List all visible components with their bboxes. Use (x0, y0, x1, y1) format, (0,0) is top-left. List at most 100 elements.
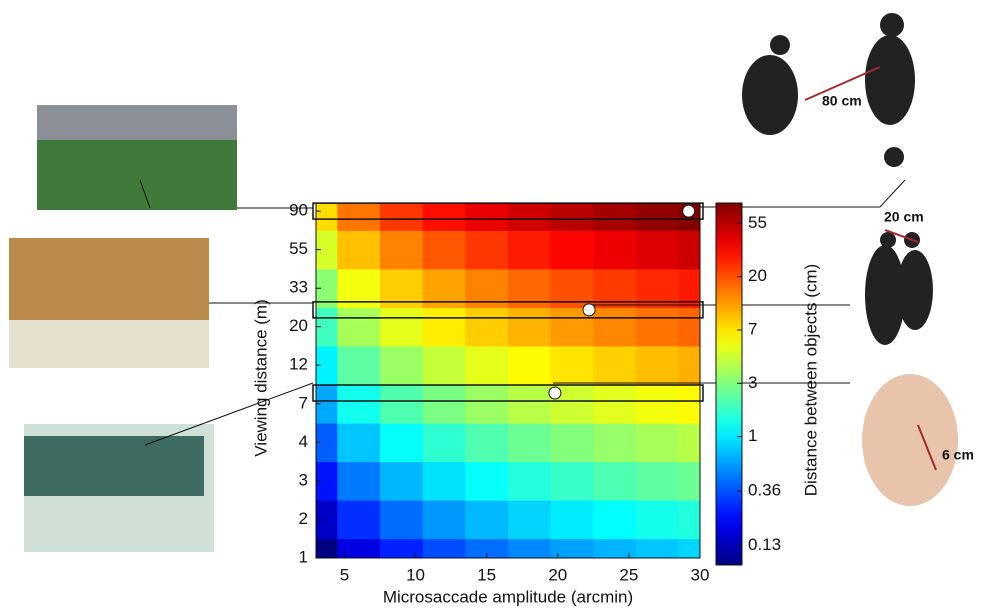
x-tick-label: 10 (406, 565, 425, 584)
heat-cell (508, 230, 551, 269)
classroom-board (24, 436, 204, 496)
heat-cell (465, 307, 508, 346)
colorbar-tick-label: 1 (748, 426, 757, 445)
y-tick-label: 20 (289, 316, 308, 335)
colorbar-tick-label: 0.13 (748, 535, 781, 554)
annotation: 80 cm (822, 93, 862, 109)
heat-cell (337, 462, 380, 501)
heat-cell (465, 230, 508, 269)
heat-cell (508, 307, 551, 346)
heat-cell (593, 423, 636, 462)
heat-cell (380, 346, 423, 385)
heat-cell (636, 423, 679, 462)
heat-cell (679, 307, 701, 346)
colorbar-tick-label: 7 (748, 319, 757, 338)
heat-cell (593, 462, 636, 501)
heat-cell (423, 539, 466, 559)
heat-cell (679, 462, 701, 501)
heatmap-layer (316, 203, 701, 559)
y-tick-label: 3 (299, 470, 308, 489)
heat-cell (380, 500, 423, 539)
y-tick-label: 7 (299, 393, 308, 412)
colorbar-tick-label: 0.36 (748, 481, 781, 500)
heat-cell (508, 384, 551, 423)
heat-cell (337, 230, 380, 269)
colorbar-tick-label: 55 (748, 213, 767, 232)
y-tick-label: 90 (289, 201, 308, 220)
heat-cell (636, 384, 679, 423)
y-tick-label: 33 (289, 278, 308, 297)
heat-cell (679, 423, 701, 462)
colorbar-tick-label: 20 (748, 266, 767, 285)
y-tick-label: 2 (299, 509, 308, 528)
heat-cell (551, 346, 594, 385)
heat-cell (551, 539, 594, 559)
heat-cell (465, 384, 508, 423)
heat-cell (380, 423, 423, 462)
annotation: 6 cm (942, 447, 974, 463)
heat-cell (465, 203, 508, 231)
heat-cell (636, 539, 679, 559)
heat-cell (508, 203, 551, 231)
heat-cell (337, 500, 380, 539)
x-tick-label: 25 (619, 565, 638, 584)
y-axis-label: Viewing distance (m) (251, 299, 270, 456)
annotation: 20 cm (884, 209, 924, 225)
heat-cell (337, 423, 380, 462)
heat-cell (679, 539, 701, 559)
heat-cell (593, 384, 636, 423)
heat-cell (423, 230, 466, 269)
heat-cell (551, 500, 594, 539)
x-tick-label: 20 (548, 565, 567, 584)
highlight-point (683, 205, 695, 217)
heat-cell (593, 346, 636, 385)
heat-cell (636, 230, 679, 269)
heat-cell (551, 462, 594, 501)
heat-cell (593, 307, 636, 346)
highlight-point (549, 387, 561, 399)
stadium-stands (37, 105, 237, 140)
heat-cell (465, 462, 508, 501)
heat-cell (380, 539, 423, 559)
heat-cell (423, 346, 466, 385)
heat-cell (508, 346, 551, 385)
heat-cell (636, 462, 679, 501)
heat-cell (679, 230, 701, 269)
heat-cell (465, 500, 508, 539)
heat-cell (423, 203, 466, 231)
heat-cell (679, 500, 701, 539)
y-tick-label: 12 (289, 355, 308, 374)
figure: 80 cm 20 cm 6 cm Microsaccade amplitude … (0, 0, 984, 610)
heat-cell (337, 384, 380, 423)
heat-cell (380, 230, 423, 269)
x-tick-label: 5 (340, 565, 349, 584)
heat-cell (636, 307, 679, 346)
heat-cell (380, 203, 423, 231)
colorbar (716, 203, 742, 565)
heat-cell (337, 307, 380, 346)
heat-cell (636, 346, 679, 385)
x-tick-label: 30 (691, 565, 710, 584)
silhouettes (742, 13, 933, 345)
heat-cell (337, 203, 380, 231)
heat-cell (423, 462, 466, 501)
y-tick-label: 1 (299, 547, 308, 566)
heat-cell (593, 230, 636, 269)
heat-cell (593, 500, 636, 539)
highlight-point (583, 304, 595, 316)
theater-audience (9, 320, 209, 368)
heat-cell (423, 423, 466, 462)
heat-cell (316, 539, 338, 559)
heat-cell (636, 203, 679, 231)
heat-cell (593, 539, 636, 559)
heat-cell (423, 307, 466, 346)
heat-cell (380, 462, 423, 501)
colorbar-tick-label: 3 (748, 373, 757, 392)
heat-cell (423, 500, 466, 539)
heat-cell (337, 346, 380, 385)
heat-cell (551, 203, 594, 231)
heat-cell (508, 539, 551, 559)
heat-cell (508, 500, 551, 539)
colorbar-label: Distance between objects (cm) (801, 264, 820, 496)
heat-cell (636, 500, 679, 539)
